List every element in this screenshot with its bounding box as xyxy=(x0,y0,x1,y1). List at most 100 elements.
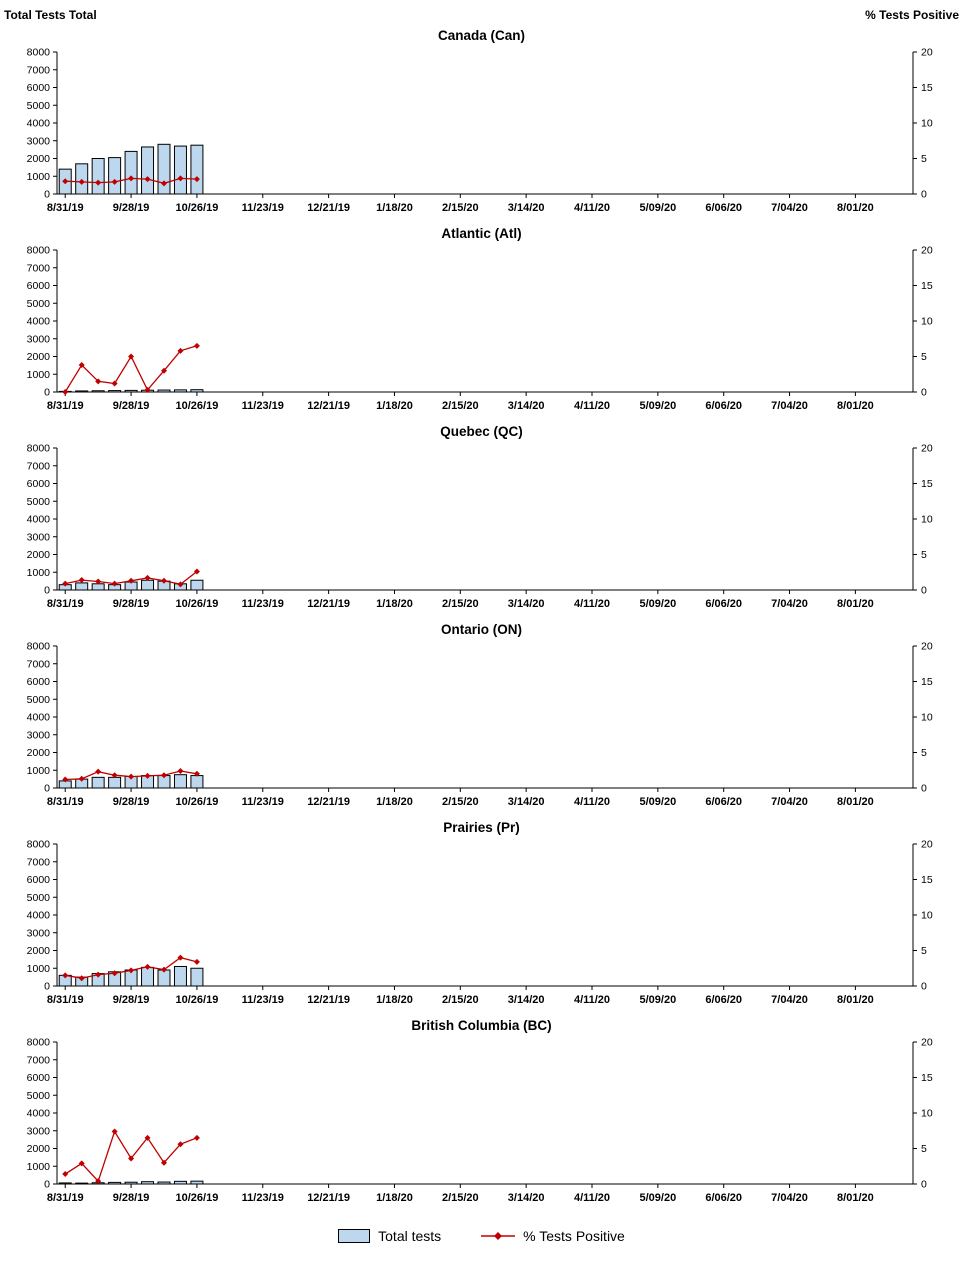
svg-text:6000: 6000 xyxy=(27,1072,51,1084)
svg-text:7/04/20: 7/04/20 xyxy=(771,796,808,808)
svg-text:2/15/20: 2/15/20 xyxy=(442,202,479,214)
svg-text:20: 20 xyxy=(921,47,933,59)
legend-total-tests: Total tests xyxy=(338,1228,441,1244)
svg-text:3/14/20: 3/14/20 xyxy=(508,202,545,214)
svg-text:4000: 4000 xyxy=(27,712,51,724)
svg-text:6000: 6000 xyxy=(27,280,51,292)
svg-text:10/26/19: 10/26/19 xyxy=(176,1192,219,1204)
svg-text:4000: 4000 xyxy=(27,1108,51,1120)
svg-text:3/14/20: 3/14/20 xyxy=(508,598,545,610)
svg-text:7000: 7000 xyxy=(27,1054,51,1066)
svg-text:10: 10 xyxy=(921,910,933,922)
chart-prairies: Prairies (Pr) 8000 7000 6000 5000 4000 3000 20… xyxy=(0,818,963,1016)
chart-title: Ontario (ON) xyxy=(441,622,522,637)
chart-bc: British Columbia (BC) 8000 7000 6000 5000 40… xyxy=(0,1016,963,1214)
svg-text:3000: 3000 xyxy=(27,1125,51,1137)
svg-text:2000: 2000 xyxy=(27,945,51,957)
svg-text:9/28/19: 9/28/19 xyxy=(113,994,150,1006)
svg-text:9/28/19: 9/28/19 xyxy=(113,400,150,412)
svg-text:1000: 1000 xyxy=(27,369,51,381)
svg-text:0: 0 xyxy=(921,783,927,795)
svg-text:0: 0 xyxy=(44,387,50,399)
svg-text:8000: 8000 xyxy=(27,47,51,59)
svg-text:8/31/19: 8/31/19 xyxy=(47,202,84,214)
svg-text:10: 10 xyxy=(921,1108,933,1120)
svg-text:0: 0 xyxy=(921,1179,927,1191)
svg-text:7/04/20: 7/04/20 xyxy=(771,400,808,412)
svg-text:5: 5 xyxy=(921,549,927,561)
svg-text:0: 0 xyxy=(44,189,50,201)
svg-text:6/06/20: 6/06/20 xyxy=(705,796,742,808)
svg-text:2/15/20: 2/15/20 xyxy=(442,796,479,808)
svg-text:0: 0 xyxy=(44,1179,50,1191)
chart-legend: Total tests % Tests Positive xyxy=(0,1214,963,1256)
svg-text:15: 15 xyxy=(921,676,933,688)
svg-text:12/21/19: 12/21/19 xyxy=(307,796,350,808)
svg-text:5/09/20: 5/09/20 xyxy=(639,400,676,412)
svg-text:4/11/20: 4/11/20 xyxy=(574,202,610,214)
svg-text:12/21/19: 12/21/19 xyxy=(307,994,350,1006)
svg-text:8000: 8000 xyxy=(27,245,51,257)
svg-text:6/06/20: 6/06/20 xyxy=(705,994,742,1006)
svg-text:5000: 5000 xyxy=(27,298,51,310)
svg-text:4/11/20: 4/11/20 xyxy=(574,400,610,412)
svg-text:7000: 7000 xyxy=(27,262,51,274)
svg-text:20: 20 xyxy=(921,245,933,257)
svg-text:5000: 5000 xyxy=(27,892,51,904)
svg-text:11/23/19: 11/23/19 xyxy=(242,1192,284,1204)
svg-text:7000: 7000 xyxy=(27,856,51,868)
legend-pct-positive-label: % Tests Positive xyxy=(523,1228,625,1244)
svg-text:3000: 3000 xyxy=(27,333,51,345)
svg-text:8/01/20: 8/01/20 xyxy=(837,202,874,214)
svg-text:6000: 6000 xyxy=(27,874,51,886)
svg-text:15: 15 xyxy=(921,82,933,94)
svg-text:8000: 8000 xyxy=(27,443,51,455)
legend-total-tests-label: Total tests xyxy=(378,1228,442,1244)
svg-text:8/01/20: 8/01/20 xyxy=(837,400,874,412)
svg-text:15: 15 xyxy=(921,478,933,490)
svg-text:1000: 1000 xyxy=(27,567,51,579)
svg-text:5/09/20: 5/09/20 xyxy=(639,796,676,808)
svg-text:5: 5 xyxy=(921,747,927,759)
svg-text:5: 5 xyxy=(921,351,927,363)
chart-ontario: Ontario (ON) 8000 7000 6000 5000 4000 3000 200… xyxy=(0,620,963,818)
chart-bc-plot: 8000 7000 6000 5000 4000 3000 2000 1000 0 0 5 10 15 2… xyxy=(27,1037,933,1205)
svg-text:1000: 1000 xyxy=(27,963,51,975)
chart-title: Quebec (QC) xyxy=(440,424,523,439)
svg-text:5/09/20: 5/09/20 xyxy=(639,598,676,610)
svg-text:8/31/19: 8/31/19 xyxy=(47,994,84,1006)
svg-text:2000: 2000 xyxy=(27,747,51,759)
legend-pct-positive: % Tests Positive xyxy=(481,1228,625,1244)
svg-text:1000: 1000 xyxy=(27,1161,51,1173)
svg-text:0: 0 xyxy=(44,981,50,993)
svg-text:8/01/20: 8/01/20 xyxy=(837,994,874,1006)
svg-text:5/09/20: 5/09/20 xyxy=(639,202,676,214)
svg-text:10: 10 xyxy=(921,118,933,130)
svg-text:8/31/19: 8/31/19 xyxy=(47,400,84,412)
svg-text:5000: 5000 xyxy=(27,100,51,112)
svg-text:10/26/19: 10/26/19 xyxy=(176,202,219,214)
left-axis-title: Total Tests Total xyxy=(4,8,97,22)
svg-text:5000: 5000 xyxy=(27,1090,51,1102)
svg-text:9/28/19: 9/28/19 xyxy=(113,1192,150,1204)
svg-text:4000: 4000 xyxy=(27,316,51,328)
svg-text:8000: 8000 xyxy=(27,1037,51,1049)
svg-text:9/28/19: 9/28/19 xyxy=(113,202,150,214)
chart-prairies-plot: 8000 7000 6000 5000 4000 3000 2000 1000 0 0 5 10 15 2… xyxy=(27,839,933,1007)
line-diamond-swatch-icon xyxy=(481,1232,516,1240)
svg-text:2000: 2000 xyxy=(27,153,51,165)
svg-text:8000: 8000 xyxy=(27,839,51,851)
svg-text:2000: 2000 xyxy=(27,1143,51,1155)
svg-text:3000: 3000 xyxy=(27,531,51,543)
svg-text:7000: 7000 xyxy=(27,460,51,472)
svg-text:10: 10 xyxy=(921,514,933,526)
svg-text:1000: 1000 xyxy=(27,171,51,183)
svg-text:1/18/20: 1/18/20 xyxy=(376,400,413,412)
svg-text:5/09/20: 5/09/20 xyxy=(639,994,676,1006)
svg-text:1/18/20: 1/18/20 xyxy=(376,1192,413,1204)
chart-canada-plot: 8000 7000 6000 5000 4000 3000 2000 1000 0 0 5 10 15 2… xyxy=(27,47,933,215)
svg-text:0: 0 xyxy=(921,981,927,993)
svg-text:0: 0 xyxy=(921,387,927,399)
svg-text:5: 5 xyxy=(921,945,927,957)
svg-text:5000: 5000 xyxy=(27,496,51,508)
